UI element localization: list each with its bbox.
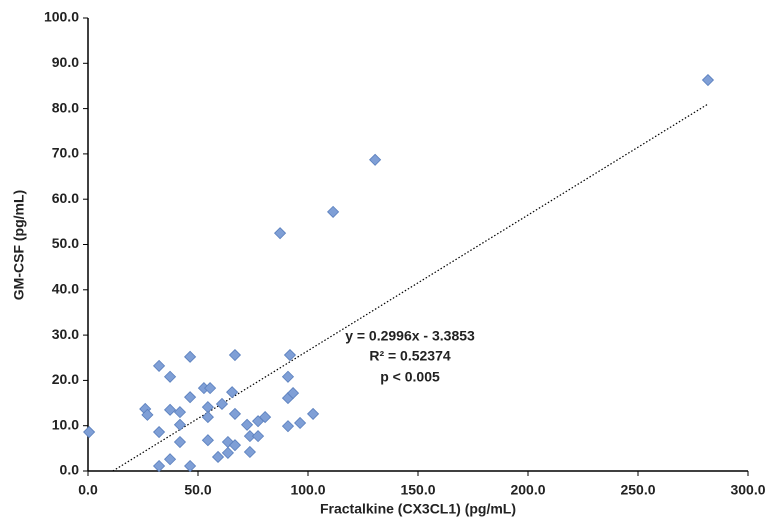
y-tick-label: 50.0 xyxy=(52,235,79,251)
x-tick-label: 150.0 xyxy=(400,482,435,498)
r-squared: R² = 0.52374 xyxy=(369,348,451,364)
point xyxy=(243,445,256,459)
point xyxy=(163,403,177,416)
y-tick-label: 10.0 xyxy=(52,416,79,432)
point xyxy=(152,425,166,439)
point xyxy=(228,407,242,420)
equation: y = 0.2996x - 3.3853 xyxy=(345,328,475,344)
point xyxy=(701,73,715,87)
point xyxy=(141,408,154,421)
x-axis-label: Fractalkine (CX3CL1) (pg/mL) xyxy=(320,501,516,517)
point xyxy=(201,401,214,414)
point xyxy=(221,446,234,459)
y-tick-label: 90.0 xyxy=(52,54,79,70)
point xyxy=(184,459,197,473)
point xyxy=(273,227,287,240)
point xyxy=(173,406,187,419)
point xyxy=(215,397,229,411)
trendline xyxy=(112,103,709,472)
point xyxy=(283,348,297,362)
point xyxy=(201,411,214,424)
point xyxy=(327,205,340,218)
y-tick-label: 80.0 xyxy=(52,99,79,115)
point xyxy=(173,418,187,431)
point xyxy=(281,370,295,383)
point xyxy=(369,153,382,166)
point xyxy=(184,391,197,404)
x-tick-label: 50.0 xyxy=(184,482,211,498)
x-tick-label: 100.0 xyxy=(290,482,325,498)
point xyxy=(251,430,265,443)
x-tick-label: 300.0 xyxy=(730,482,765,498)
p-value: p < 0.005 xyxy=(380,369,440,385)
point xyxy=(259,411,272,424)
point xyxy=(294,416,307,430)
point xyxy=(83,425,96,439)
point xyxy=(204,382,217,395)
point xyxy=(163,370,177,383)
point xyxy=(163,453,177,466)
point xyxy=(152,359,166,372)
point xyxy=(228,348,242,362)
point xyxy=(306,407,320,420)
y-tick-label: 20.0 xyxy=(52,371,79,387)
point xyxy=(286,387,300,400)
point xyxy=(184,350,197,363)
point xyxy=(240,418,254,431)
y-tick-label: 0.0 xyxy=(60,462,80,478)
point xyxy=(152,459,166,473)
point xyxy=(211,450,225,464)
y-tick-label: 60.0 xyxy=(52,190,79,206)
y-tick-label: 40.0 xyxy=(52,281,79,297)
y-axis-label: GM-CSF (pg/mL) xyxy=(11,190,27,300)
x-tick-label: 250.0 xyxy=(620,482,655,498)
point xyxy=(243,430,256,443)
point xyxy=(201,434,214,447)
point xyxy=(281,420,295,433)
y-tick-label: 100.0 xyxy=(44,9,79,25)
y-tick-label: 70.0 xyxy=(52,145,79,161)
point xyxy=(173,435,187,449)
x-tick-label: 0.0 xyxy=(78,482,98,498)
point xyxy=(226,386,239,399)
y-tick-label: 30.0 xyxy=(52,326,79,342)
x-tick-label: 200.0 xyxy=(510,482,545,498)
point xyxy=(228,439,242,452)
